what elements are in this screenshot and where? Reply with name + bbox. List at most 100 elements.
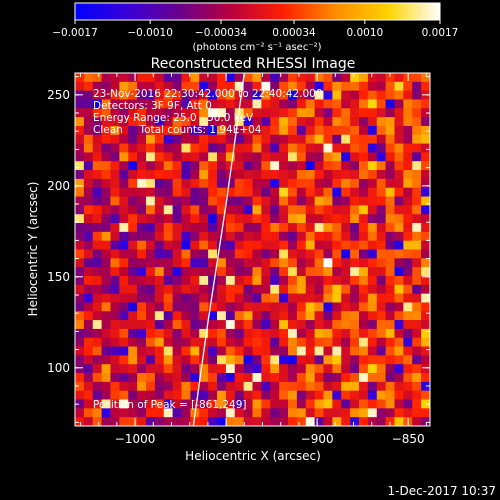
heatmap-cell xyxy=(92,258,102,268)
heatmap-cell xyxy=(234,293,244,303)
heatmap-cell xyxy=(305,346,315,356)
heatmap-cell xyxy=(234,205,244,215)
heatmap-cell xyxy=(119,178,129,189)
heatmap-cell xyxy=(234,223,244,233)
heatmap-cell xyxy=(92,196,102,206)
heatmap-cell xyxy=(288,214,298,224)
heatmap-cell xyxy=(314,267,324,277)
heatmap-cell xyxy=(296,249,307,259)
heatmap-cell xyxy=(332,399,342,409)
heatmap-cell xyxy=(359,267,369,277)
heatmap-cell xyxy=(83,240,94,250)
heatmap-cell xyxy=(412,399,422,409)
heatmap-cell xyxy=(305,311,315,321)
heatmap-cell xyxy=(305,170,315,180)
heatmap-cell xyxy=(83,417,94,426)
heatmap-cell xyxy=(341,320,351,330)
heatmap-cell xyxy=(376,81,386,91)
heatmap-cell xyxy=(234,320,244,330)
heatmap-cell xyxy=(208,390,218,400)
heatmap-cell xyxy=(217,117,227,127)
heatmap-cell xyxy=(376,408,386,418)
heatmap-cell xyxy=(412,108,422,118)
heatmap-cell xyxy=(385,355,395,365)
heatmap-cell xyxy=(75,258,85,268)
heatmap-cell xyxy=(128,408,138,418)
heatmap-cell xyxy=(394,152,404,162)
heatmap-cell xyxy=(110,328,120,339)
heatmap-cell xyxy=(421,99,430,109)
heatmap-cell xyxy=(270,399,280,409)
heatmap-cell xyxy=(323,223,333,233)
heatmap-cell xyxy=(101,390,111,400)
heatmap-cell xyxy=(350,417,360,426)
heatmap-cell xyxy=(421,240,430,250)
heatmap-cell xyxy=(234,364,244,374)
heatmap-cell xyxy=(279,223,289,233)
heatmap-cell xyxy=(314,108,324,118)
heatmap-cell xyxy=(243,337,253,347)
heatmap-cell xyxy=(314,408,324,418)
heatmap-cell xyxy=(270,161,280,171)
heatmap-cell xyxy=(252,134,262,144)
heatmap-cell xyxy=(403,249,413,259)
heatmap-cell xyxy=(243,258,253,268)
heatmap-cell xyxy=(385,231,395,241)
heatmap-cell xyxy=(217,205,227,215)
heatmap-cell xyxy=(376,214,386,224)
heatmap-cell xyxy=(190,381,200,392)
heatmap-cell xyxy=(305,161,315,171)
heatmap-cell xyxy=(199,223,209,233)
heatmap-cell xyxy=(217,108,227,118)
heatmap-cell xyxy=(234,337,244,347)
heatmap-cell xyxy=(412,134,422,144)
heatmap-cell xyxy=(332,196,342,206)
heatmap-cell xyxy=(279,178,289,189)
heatmap-cell xyxy=(367,125,378,136)
heatmap-cell xyxy=(181,99,191,109)
heatmap-cell xyxy=(332,284,342,294)
heatmap-cell xyxy=(101,284,111,294)
heatmap-cell xyxy=(332,355,342,365)
heatmap-cell xyxy=(119,417,129,426)
heatmap-cell xyxy=(83,73,94,83)
heatmap-cell xyxy=(190,267,200,277)
heatmap-cell xyxy=(146,161,156,171)
heatmap-cell xyxy=(412,346,422,356)
heatmap-cell xyxy=(163,134,173,144)
heatmap-cell xyxy=(217,170,227,180)
heatmap-cell xyxy=(305,258,315,268)
heatmap-cell xyxy=(403,99,413,109)
heatmap-cell xyxy=(181,152,191,162)
heatmap-cell xyxy=(323,284,333,294)
heatmap-cell xyxy=(341,205,351,215)
heatmap-cell xyxy=(154,258,165,268)
heatmap-cell xyxy=(137,214,147,224)
heatmap-cell xyxy=(403,231,413,241)
heatmap-cell xyxy=(350,205,360,215)
heatmap-cell xyxy=(83,328,94,339)
heatmap-cell xyxy=(190,231,200,241)
heatmap-cell xyxy=(101,108,111,118)
heatmap-cell xyxy=(341,143,351,153)
heatmap-cell xyxy=(110,117,120,127)
heatmap-cell xyxy=(75,152,85,162)
heatmap-cell xyxy=(163,152,173,162)
heatmap-cell xyxy=(394,143,404,153)
heatmap-cell xyxy=(154,373,165,383)
heatmap-cell xyxy=(225,187,236,197)
heatmap-cell xyxy=(119,223,129,233)
heatmap-cell xyxy=(101,178,111,189)
heatmap-cell xyxy=(332,143,342,153)
heatmap-cell xyxy=(75,390,85,400)
heatmap-cell xyxy=(279,117,289,127)
heatmap-cell xyxy=(341,90,351,100)
heatmap-cell xyxy=(403,223,413,233)
heatmap-cell xyxy=(137,161,147,171)
heatmap-cell xyxy=(181,355,191,365)
heatmap-cell xyxy=(252,390,262,400)
heatmap-cell xyxy=(261,223,271,233)
heatmap-cell xyxy=(217,152,227,162)
heatmap-cell xyxy=(385,152,395,162)
heatmap-cell xyxy=(376,134,386,144)
